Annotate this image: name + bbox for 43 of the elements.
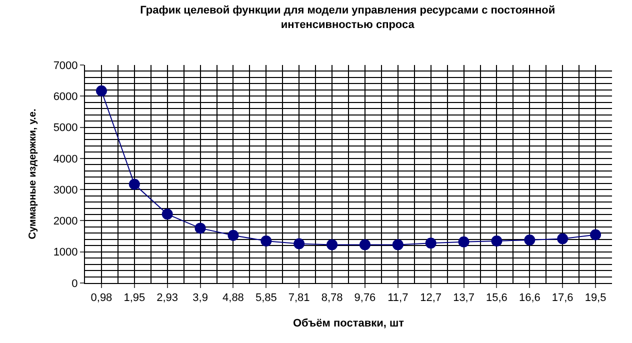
- x-tick-label: 4,88: [222, 292, 244, 304]
- point: [491, 235, 502, 246]
- point: [260, 235, 272, 246]
- point: [524, 234, 536, 246]
- x-tick-label: 19,5: [584, 292, 606, 304]
- point: [458, 236, 470, 248]
- x-tick-label: 13,7: [453, 292, 474, 304]
- y-tick-label: 1000: [53, 246, 78, 259]
- chart-title: График целевой функции для модели управления ресурсами с постоянной интенсивностью спроса: [140, 4, 556, 32]
- x-tick-label: 12,7: [420, 292, 442, 304]
- point: [392, 239, 404, 250]
- x-tick-label: 11,7: [388, 292, 408, 304]
- y-tick-label: 5000: [53, 122, 78, 134]
- point: [128, 178, 140, 190]
- x-tick-label: 3,9: [192, 292, 208, 304]
- y-tick-label: 2000: [53, 216, 78, 228]
- x-tick-label: 9,76: [354, 292, 376, 304]
- y-tick-label: 6000: [53, 90, 78, 103]
- y-tick-label: 4000: [53, 153, 78, 166]
- x-tick-label: 7,81: [288, 292, 310, 304]
- y-axis-title: Суммарные издержки, у.е.: [27, 108, 38, 240]
- point: [326, 239, 338, 250]
- x-tick-label: 8,78: [321, 292, 343, 304]
- point: [228, 230, 239, 241]
- y-tick-label: 3000: [53, 184, 78, 196]
- x-tick-label: 0,98: [90, 292, 112, 304]
- point: [425, 238, 436, 249]
- point: [590, 229, 602, 240]
- x-axis-title: Объём поставки, шт: [292, 317, 405, 330]
- x-tick-label: 16,6: [518, 292, 540, 304]
- point: [96, 85, 107, 96]
- x-tick-label: 2,93: [156, 292, 178, 304]
- x-tick-label: 1,95: [124, 292, 146, 304]
- point: [294, 238, 305, 250]
- x-tick-label: 15,6: [486, 292, 508, 304]
- x-tick-label: 17,6: [552, 292, 574, 304]
- point: [359, 239, 370, 250]
- y-tick-label: 7000: [53, 60, 78, 72]
- point: [162, 208, 173, 220]
- x-tick-label: 5,85: [255, 292, 277, 304]
- point: [194, 222, 206, 234]
- y-tick-label: 0: [72, 278, 78, 290]
- point: [557, 233, 568, 244]
